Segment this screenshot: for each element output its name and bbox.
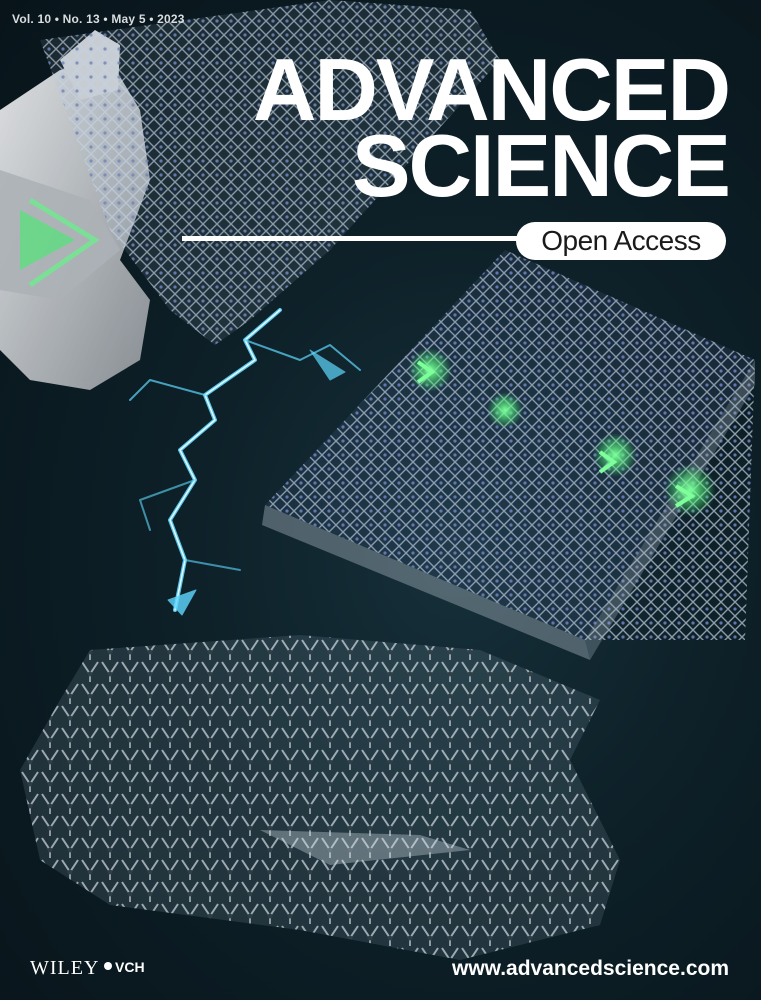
masthead-rule [182,236,522,241]
lightning-bolt [129,308,361,616]
issue-info: Vol. 10 • No. 13 • May 5 • 2023 [12,12,185,26]
publisher-bullet-icon [104,962,112,970]
publisher-imprint: VCH [115,959,145,975]
journal-website: www.advancedscience.com [451,957,729,980]
masthead-line-1: ADVANCED [252,40,731,139]
mesh-block [262,250,755,660]
open-access-badge: Open Access [516,222,726,260]
publisher-logo: WILEY [30,957,100,979]
mesh-sheet-lower [20,635,620,960]
mesh-sheet-upper [40,0,500,345]
masthead-line-2: SCIENCE [351,116,731,215]
